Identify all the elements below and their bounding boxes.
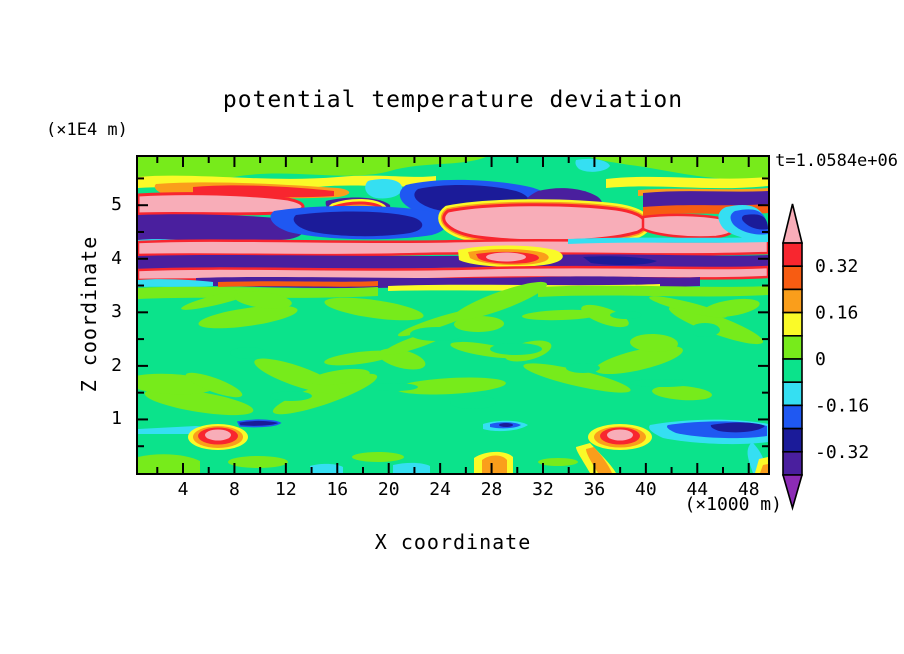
surface-features [138,419,768,473]
x-tick-label: 48 [737,479,760,500]
colorbar-box-blue [782,404,803,430]
y-tick-label: 2 [111,354,122,376]
cold-streak-right [649,419,768,445]
y-tick-label: 1 [111,408,122,430]
x-tick-label: 16 [326,479,349,500]
x-tick-label: 24 [429,479,451,500]
stratified-band-complex [138,175,768,308]
colorbar-box-orange [782,288,803,314]
x-tick-label: 8 [229,479,240,500]
y-axis-title: Z coordinate [77,235,101,393]
x-tick-label: 44 [686,479,709,500]
colorbar-box-purple [782,451,803,476]
x-tick-label: 36 [583,479,606,500]
x-axis-unit-label: (×1000 m) [684,494,782,515]
colorbar-label: 0.32 [815,256,858,277]
colorbar-box-navy [782,427,803,453]
warm-lens-left [188,424,248,450]
x-axis-title: X coordinate [374,530,532,554]
background-mottling [138,281,764,416]
y-tick-label: 5 [111,194,122,216]
x-tick-label: 40 [635,479,657,500]
contour-field [138,157,768,473]
colorbar-box-chartreuse [782,335,803,360]
y-axis-unit-label: (×1E4 m) [46,120,128,140]
colorbar-box-red [782,242,803,268]
colorbar-box-cyan [782,381,803,407]
x-tick-label: 12 [275,479,297,500]
colorbar-label: 0 [815,349,826,370]
y-tick-label: 3 [111,301,122,323]
y-tick-label: 4 [111,247,122,269]
colorbar: 0.32 0.16 0 -0.16 -0.32 [781,203,869,511]
colorbar-label: -0.16 [815,395,869,416]
colorbar-under-arrow [781,474,804,511]
cold-streak-left [236,419,282,428]
x-tick-label: 4 [177,479,189,500]
colorbar-box-green [782,358,803,384]
axis-ticks [138,157,768,473]
plot-area [136,155,770,475]
colorbar-label: -0.32 [815,442,869,463]
x-tick-label: 28 [480,479,503,500]
cold-blob-mid [483,420,528,432]
warm-lens-right [576,424,652,473]
bottom-edge-patches [138,442,768,473]
y-axis-tick-labels: 1 2 3 4 5 [92,157,128,473]
x-tick-label: 32 [532,479,554,500]
time-annotation: t=1.0584e+06 [775,151,898,171]
colorbar-label: 0.16 [815,303,858,324]
colorbar-over-arrow [781,203,804,244]
colorbar-box-orangered [782,265,803,291]
chart-title: potential temperature deviation [222,87,684,113]
x-axis-tick-labels: 4 8 12 16 20 24 28 32 36 40 44 48 [138,479,768,503]
x-tick-label: 20 [377,479,400,500]
colorbar-box-yellow [782,311,803,337]
